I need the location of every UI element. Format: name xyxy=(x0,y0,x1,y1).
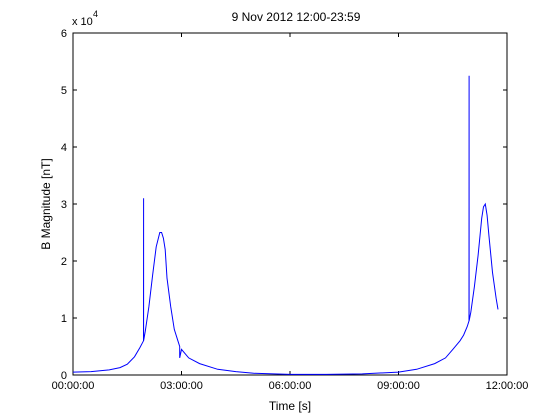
y-exponent-power: 4 xyxy=(93,9,98,19)
b-magnitude-series-line xyxy=(72,75,499,375)
y-tick-label: 3 xyxy=(61,199,67,211)
x-axis: 00:00:00 03:00:00 06:00:00 09:00:00 12:00:00 xyxy=(52,33,529,392)
plot-area xyxy=(72,32,508,376)
y-tick-label: 0 xyxy=(61,370,67,382)
y-tick-label: 2 xyxy=(61,256,67,268)
y-exponent-base: x 10 xyxy=(72,16,93,28)
y-tick-label: 4 xyxy=(61,142,67,154)
y-tick-label: 5 xyxy=(61,85,67,97)
x-tick-label: 00:00:00 xyxy=(52,380,95,392)
chart-title: 9 Nov 2012 12:00-23:59 xyxy=(232,10,361,24)
x-tick-label: 12:00:00 xyxy=(486,380,529,392)
x-tick-label: 09:00:00 xyxy=(377,380,420,392)
x-axis-label: Time [s] xyxy=(269,399,311,413)
x-tick-label: 06:00:00 xyxy=(269,380,312,392)
y-tick-label: 6 xyxy=(61,28,67,40)
x-tick-label: 03:00:00 xyxy=(160,380,203,392)
y-axis-label: B Magnitude [nT] xyxy=(39,158,53,249)
y-axis: 0 1 2 3 4 5 6 xyxy=(61,28,507,382)
y-tick-label: 1 xyxy=(61,313,67,325)
